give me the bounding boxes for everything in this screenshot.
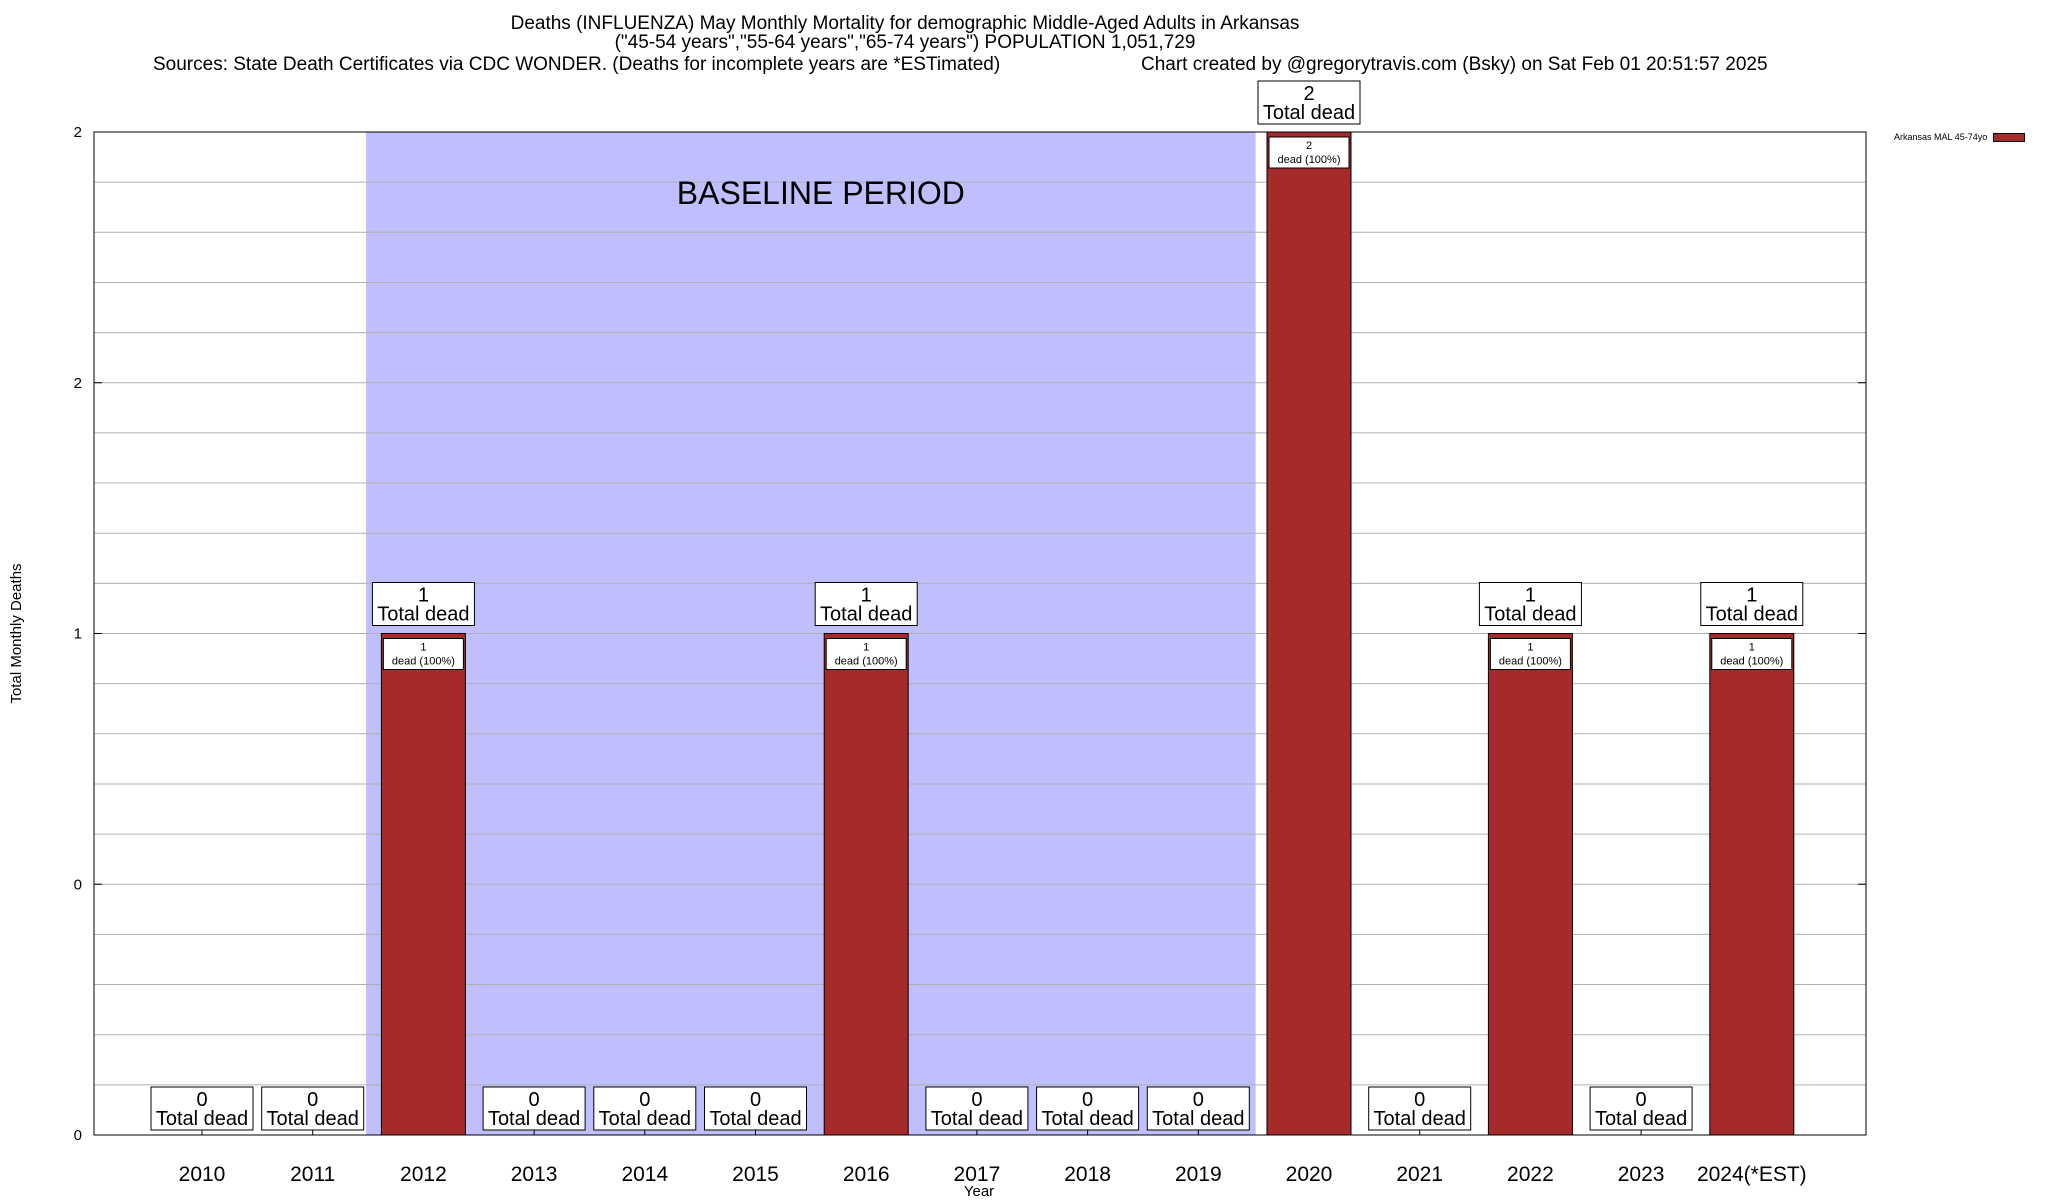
- total-dead-label: Total dead: [488, 1108, 580, 1130]
- bar-value-label: 1: [1527, 642, 1533, 654]
- x-tick-label: 2012: [400, 1163, 447, 1186]
- bar-value-box: [1268, 136, 1350, 169]
- total-dead-label: Total dead: [156, 1108, 248, 1130]
- total-label-box: [1036, 1086, 1140, 1131]
- x-tick-label: 2014: [621, 1163, 668, 1186]
- bar-percent-label: dead (100%): [392, 656, 455, 668]
- bar: [1266, 131, 1352, 1136]
- total-value-label: 0: [1414, 1089, 1425, 1111]
- total-label-box: [261, 1086, 365, 1131]
- total-value-label: 1: [418, 585, 429, 607]
- total-value-label: 0: [971, 1089, 982, 1111]
- chart-title-block: Deaths (INFLUENZA) May Monthly Mortality…: [0, 14, 1810, 52]
- y-tick-label: 0: [74, 876, 82, 893]
- total-dead-label: Total dead: [599, 1108, 691, 1130]
- chart-subtitle: ("45-54 years","55-64 years","65-74 year…: [614, 32, 1196, 53]
- bar: [823, 633, 909, 1136]
- total-dead-label: Total dead: [267, 1108, 359, 1130]
- x-tick-label: 2023: [1618, 1163, 1665, 1186]
- total-dead-label: Total dead: [820, 604, 912, 626]
- total-dead-label: Total dead: [1484, 604, 1576, 626]
- legend-swatch: [1993, 132, 2026, 142]
- total-label-box: [704, 1086, 807, 1131]
- total-label-box: [1478, 582, 1582, 626]
- total-value-label: 1: [861, 585, 872, 607]
- x-axis-label: Year: [964, 1183, 994, 1200]
- y-axis-label: Total Monthly Deaths: [8, 563, 25, 703]
- bar-value-box: [382, 638, 464, 670]
- bar-value-box: [1489, 638, 1571, 670]
- chart-title: Deaths (INFLUENZA) May Monthly Mortality…: [510, 13, 1300, 34]
- total-dead-label: Total dead: [709, 1108, 801, 1130]
- total-label-box: [1146, 1086, 1250, 1131]
- total-dead-label: Total dead: [1152, 1108, 1244, 1130]
- bar-percent-label: dead (100%): [1278, 154, 1341, 166]
- total-value-label: 1: [1525, 585, 1536, 607]
- x-tick-label: 2016: [843, 1163, 890, 1186]
- x-tick-label: 2017: [954, 1163, 1001, 1186]
- bar: [1709, 633, 1795, 1136]
- bar-value-label: 1: [863, 642, 869, 654]
- bar: [1487, 633, 1573, 1136]
- chart-credit: Chart created by @gregorytravis.com (Bsk…: [1141, 54, 1768, 75]
- x-tick-label: 2020: [1286, 1163, 1333, 1186]
- total-label-box: [593, 1086, 697, 1131]
- total-label-box: [925, 1086, 1029, 1131]
- x-tick-label: 2019: [1175, 1163, 1222, 1186]
- total-label-box: [1700, 582, 1804, 626]
- total-label-box: [482, 1086, 586, 1131]
- x-tick-label: 2013: [511, 1163, 558, 1186]
- y-tick-label: 2: [74, 124, 82, 141]
- total-value-label: 0: [1082, 1089, 1093, 1111]
- bar: [380, 633, 466, 1136]
- chart-legend: Arkansas MAL 45-74yo: [1894, 132, 2026, 142]
- x-tick-label: 2024(*EST): [1697, 1163, 1807, 1186]
- total-value-label: 0: [529, 1089, 540, 1111]
- x-tick-label: 2022: [1507, 1163, 1554, 1186]
- bar-percent-label: dead (100%): [835, 656, 898, 668]
- total-value-label: 0: [750, 1089, 761, 1111]
- total-dead-label: Total dead: [1263, 102, 1355, 124]
- total-dead-label: Total dead: [1595, 1108, 1687, 1130]
- total-label-box: [150, 1086, 254, 1131]
- total-dead-label: Total dead: [1374, 1108, 1466, 1130]
- x-tick-label: 2011: [290, 1163, 335, 1186]
- total-dead-label: Total dead: [1706, 604, 1798, 626]
- y-tick-label: 2: [74, 375, 82, 392]
- bar-value-label: 1: [420, 642, 426, 654]
- bar-value-box: [1711, 638, 1793, 670]
- chart-sources: Sources: State Death Certificates via CD…: [153, 54, 1001, 75]
- total-label-box: [1589, 1086, 1693, 1131]
- total-value-label: 2: [1303, 83, 1314, 105]
- total-label-box: [814, 582, 918, 626]
- x-tick-label: 2021: [1396, 1163, 1443, 1186]
- total-dead-label: Total dead: [1041, 1108, 1133, 1130]
- total-value-label: 0: [196, 1089, 207, 1111]
- bar-value-label: 2: [1306, 140, 1312, 152]
- x-tick-label: 2015: [732, 1163, 779, 1186]
- y-tick-label: 1: [74, 626, 82, 643]
- total-value-label: 0: [639, 1089, 650, 1111]
- bar-value-label: 1: [1749, 642, 1755, 654]
- total-label-box: [1257, 80, 1361, 125]
- bar-value-box: [825, 638, 907, 670]
- total-dead-label: Total dead: [931, 1108, 1023, 1130]
- x-tick-label: 2018: [1064, 1163, 1111, 1186]
- total-label-box: [1368, 1086, 1472, 1131]
- x-tick-label: 2010: [179, 1163, 226, 1186]
- bar-percent-label: dead (100%): [1499, 656, 1562, 668]
- y-tick-label: 0: [74, 1127, 82, 1144]
- baseline-label: BASELINE PERIOD: [677, 175, 965, 211]
- total-value-label: 0: [1193, 1089, 1204, 1111]
- total-dead-label: Total dead: [377, 604, 469, 626]
- total-label-box: [371, 582, 475, 626]
- total-value-label: 0: [307, 1089, 318, 1111]
- legend-label: Arkansas MAL 45-74yo: [1894, 132, 1988, 142]
- bar-percent-label: dead (100%): [1720, 656, 1783, 668]
- total-value-label: 1: [1746, 585, 1757, 607]
- total-value-label: 0: [1636, 1089, 1647, 1111]
